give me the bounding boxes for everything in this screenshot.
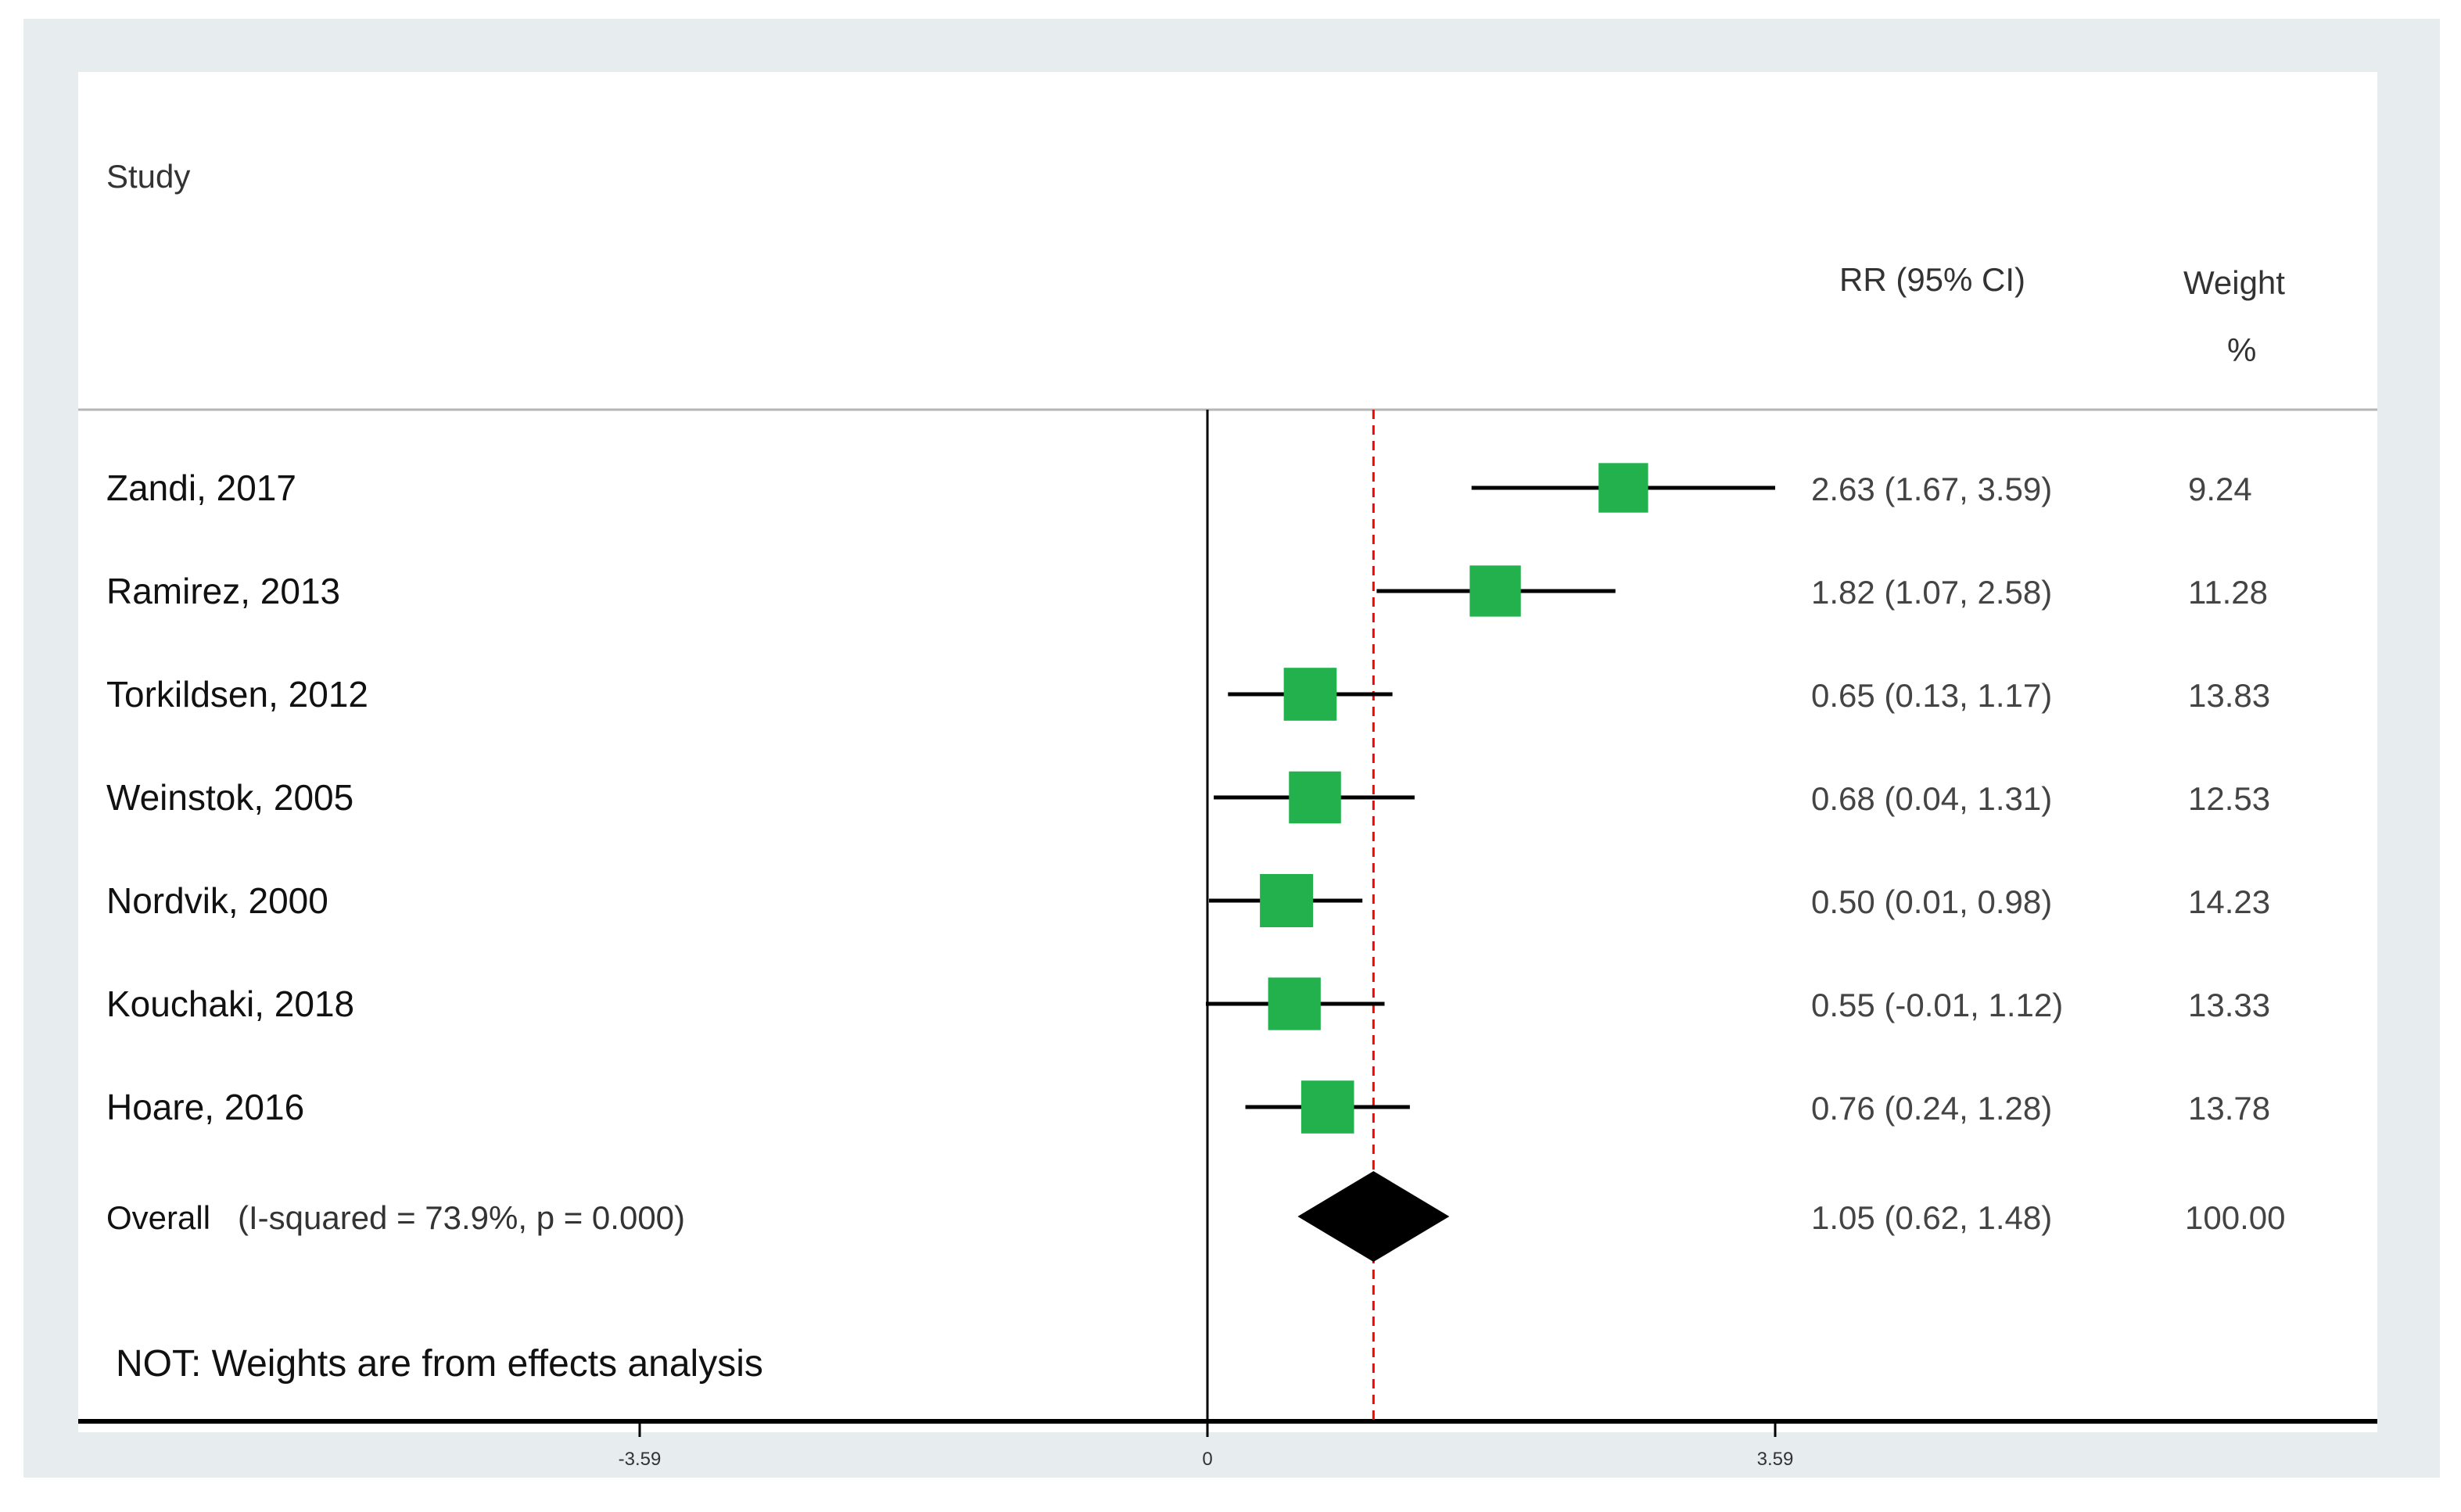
overall-weight-label: 100.00: [2185, 1199, 2285, 1236]
effect-marker: [1469, 565, 1521, 617]
study-name: Hoare, 2016: [106, 1087, 304, 1127]
effect-marker: [1289, 771, 1341, 824]
study-name: Kouchaki, 2018: [106, 984, 354, 1024]
effect-marker: [1300, 1080, 1354, 1134]
plot-panel: [78, 72, 2377, 1432]
study-name: Weinstok, 2005: [106, 777, 353, 818]
footnote: NOT: Weights are from effects analysis: [116, 1343, 763, 1385]
study-name: Nordvik, 2000: [106, 880, 328, 921]
header-rr-ci: RR (95% CI): [1839, 261, 2025, 298]
effect-ci-label: 0.55 (-0.01, 1.12): [1811, 987, 2063, 1023]
weight-label: 11.28: [2188, 574, 2268, 611]
effect-ci-label: 1.82 (1.07, 2.58): [1811, 574, 2052, 611]
x-tick-label: 0: [1202, 1449, 1212, 1470]
overall-diamond: [1297, 1171, 1450, 1262]
study-name: Zandi, 2017: [106, 468, 296, 508]
effect-marker: [1283, 668, 1337, 721]
weight-label: 14.23: [2188, 883, 2270, 920]
effect-marker: [1598, 463, 1648, 513]
weight-label: 13.78: [2188, 1090, 2270, 1127]
weight-label: 9.24: [2188, 471, 2252, 507]
heterogeneity-label: (I-squared = 73.9%, p = 0.000): [238, 1199, 685, 1236]
effect-ci-label: 0.50 (0.01, 0.98): [1811, 883, 2052, 920]
weight-label: 13.83: [2188, 677, 2270, 714]
weight-label: 13.33: [2188, 987, 2270, 1023]
effect-marker: [1268, 977, 1321, 1030]
effect-ci-label: 0.65 (0.13, 1.17): [1811, 677, 2052, 714]
x-tick-label: -3.59: [619, 1449, 662, 1470]
x-tick-label: 3.59: [1757, 1449, 1794, 1470]
study-name: Torkildsen, 2012: [106, 674, 368, 715]
weight-label: 12.53: [2188, 780, 2270, 817]
effect-marker: [1260, 874, 1314, 927]
effect-ci-label: 0.76 (0.24, 1.28): [1811, 1090, 2052, 1127]
header-weight-unit: %: [2227, 331, 2256, 368]
effect-ci-label: 0.68 (0.04, 1.31): [1811, 780, 2052, 817]
header-weight: Weight: [2183, 264, 2285, 301]
effect-ci-label: 2.63 (1.67, 3.59): [1811, 471, 2052, 507]
overall-label: Overall: [106, 1199, 210, 1236]
overall-ci-label: 1.05 (0.62, 1.48): [1811, 1199, 2052, 1236]
study-name: Ramirez, 2013: [106, 571, 340, 611]
header-study: Study: [106, 158, 190, 195]
